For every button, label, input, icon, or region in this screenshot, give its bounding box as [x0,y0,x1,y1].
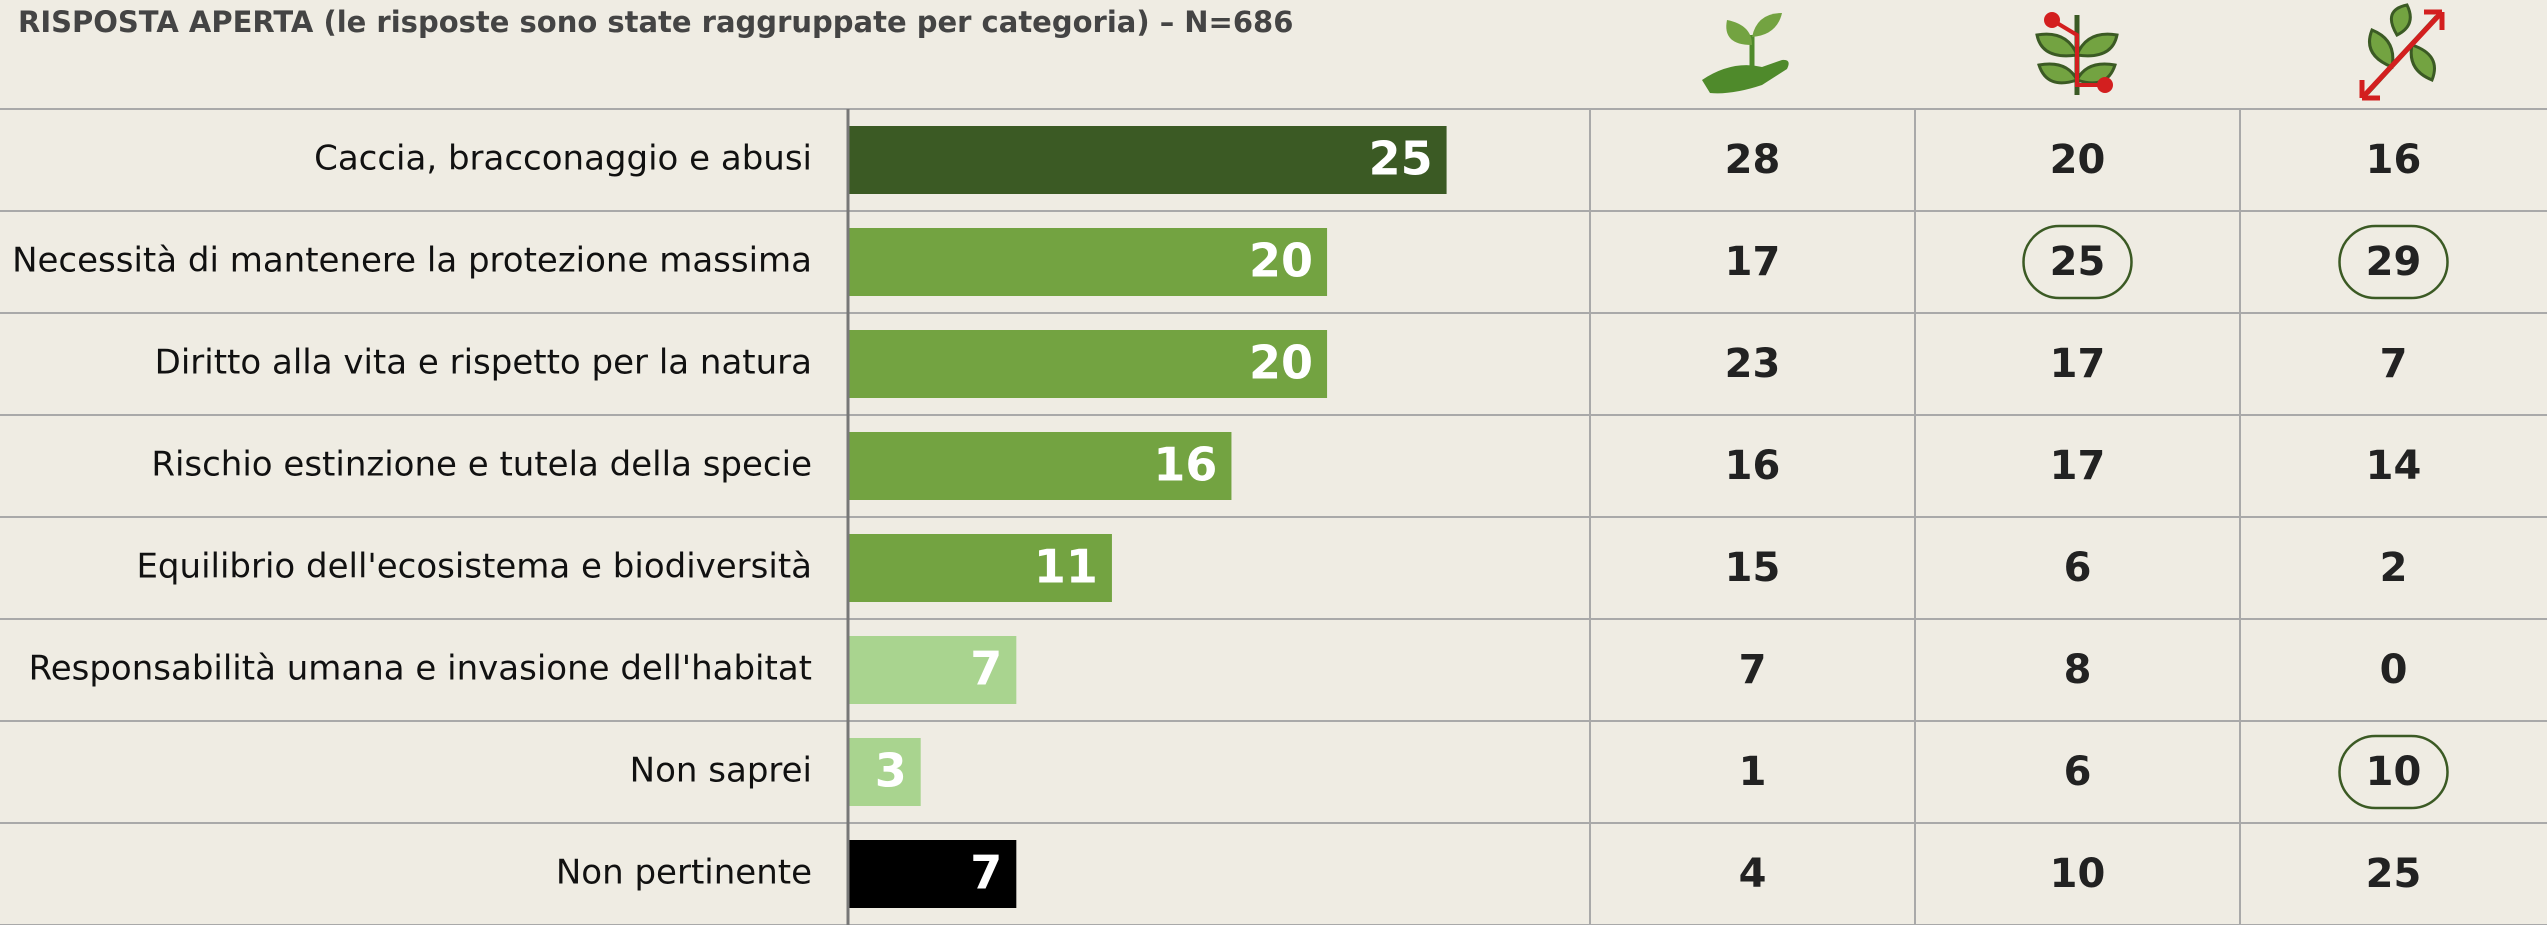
bar [849,228,1328,296]
category-label: Non pertinente [556,853,812,893]
category-label: Diritto alla vita e rispetto per la natu… [155,343,812,383]
table-value: 17 [1725,239,1781,285]
bar-value-label: 7 [970,846,1002,900]
category-label: Rischio estinzione e tutela della specie [151,445,812,485]
chart-title: RISPOSTA APERTA (le risposte sono state … [18,5,1293,39]
bar-value-label: 20 [1249,336,1313,390]
table-value: 10 [2366,749,2422,795]
table-value: 6 [2064,545,2092,591]
category-label: Necessità di mantenere la protezione mas… [12,241,812,281]
highlight-circle [2022,224,2133,300]
bar [849,534,1112,602]
bar [849,636,1017,704]
table-value: 23 [1725,341,1781,387]
table-value: 14 [2366,443,2422,489]
table-value: 17 [2050,443,2106,489]
icon-hand-plant [1702,13,1789,94]
bar [849,432,1232,500]
category-label: Responsabilità umana e invasione dell'ha… [29,649,812,689]
table-value: 2 [2380,545,2408,591]
table-value: 10 [2050,851,2106,897]
table-value: 16 [1725,443,1781,489]
table-value: 1 [1739,749,1767,795]
highlight-circle [2338,734,2449,810]
table-value: 15 [1725,545,1781,591]
bar-value-label: 11 [1034,540,1098,594]
table-value: 16 [2366,137,2422,183]
table-value: 7 [1739,647,1767,693]
table-value: 8 [2064,647,2092,693]
table-value: 7 [2380,341,2408,387]
table-value: 6 [2064,749,2092,795]
icon-branch-red [2035,12,2119,95]
bar [849,330,1328,398]
table-value: 28 [1725,137,1781,183]
table-value: 29 [2366,239,2422,285]
category-label: Non saprei [630,751,812,791]
category-label: Equilibrio dell'ecosistema e biodiversit… [136,547,812,587]
category-label: Caccia, bracconaggio e abusi [314,139,812,179]
table-value: 25 [2050,239,2106,285]
icon-branch-arrows [2359,3,2445,101]
bar-value-label: 3 [875,744,907,798]
table-value: 17 [2050,341,2106,387]
bar [849,126,1447,194]
bar-value-label: 16 [1153,438,1217,492]
table-value: 25 [2366,851,2422,897]
table-value: 4 [1739,851,1767,897]
highlight-circle [2338,224,2449,300]
bar [849,738,921,806]
table-value: 0 [2380,647,2408,693]
bar-value-label: 7 [970,642,1002,696]
bar [849,840,1017,908]
table-value: 20 [2050,137,2106,183]
bar-value-label: 25 [1369,132,1433,186]
bar-value-label: 20 [1249,234,1313,288]
